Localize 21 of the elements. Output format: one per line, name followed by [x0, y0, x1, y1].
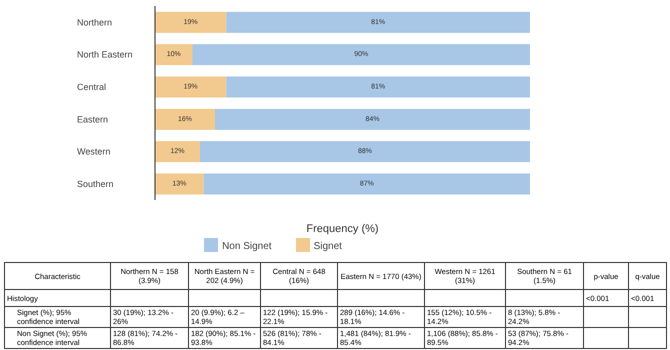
bar: [155, 141, 200, 162]
bar: [155, 173, 204, 194]
bar: [192, 44, 530, 66]
y-tick-label: Central: [77, 82, 106, 92]
bar: [226, 12, 530, 33]
bar: [155, 108, 215, 130]
y-tick-label: Northern: [77, 17, 112, 28]
legend-label: Signet: [314, 241, 342, 252]
y-tick-label: Western: [77, 146, 110, 157]
legend-label: Non Signet: [222, 241, 272, 252]
bar: [226, 76, 530, 98]
bar: [204, 173, 530, 194]
y-tick-label: Eastern: [77, 114, 108, 124]
bar: [215, 108, 530, 130]
x-axis-title: Frequency (%): [306, 223, 379, 235]
bar: [200, 141, 530, 162]
y-tick-label: North Eastern: [77, 50, 133, 60]
bar: [155, 44, 192, 66]
bar: [155, 12, 226, 33]
y-tick-label: Southern: [77, 179, 114, 190]
bar: [155, 76, 226, 98]
